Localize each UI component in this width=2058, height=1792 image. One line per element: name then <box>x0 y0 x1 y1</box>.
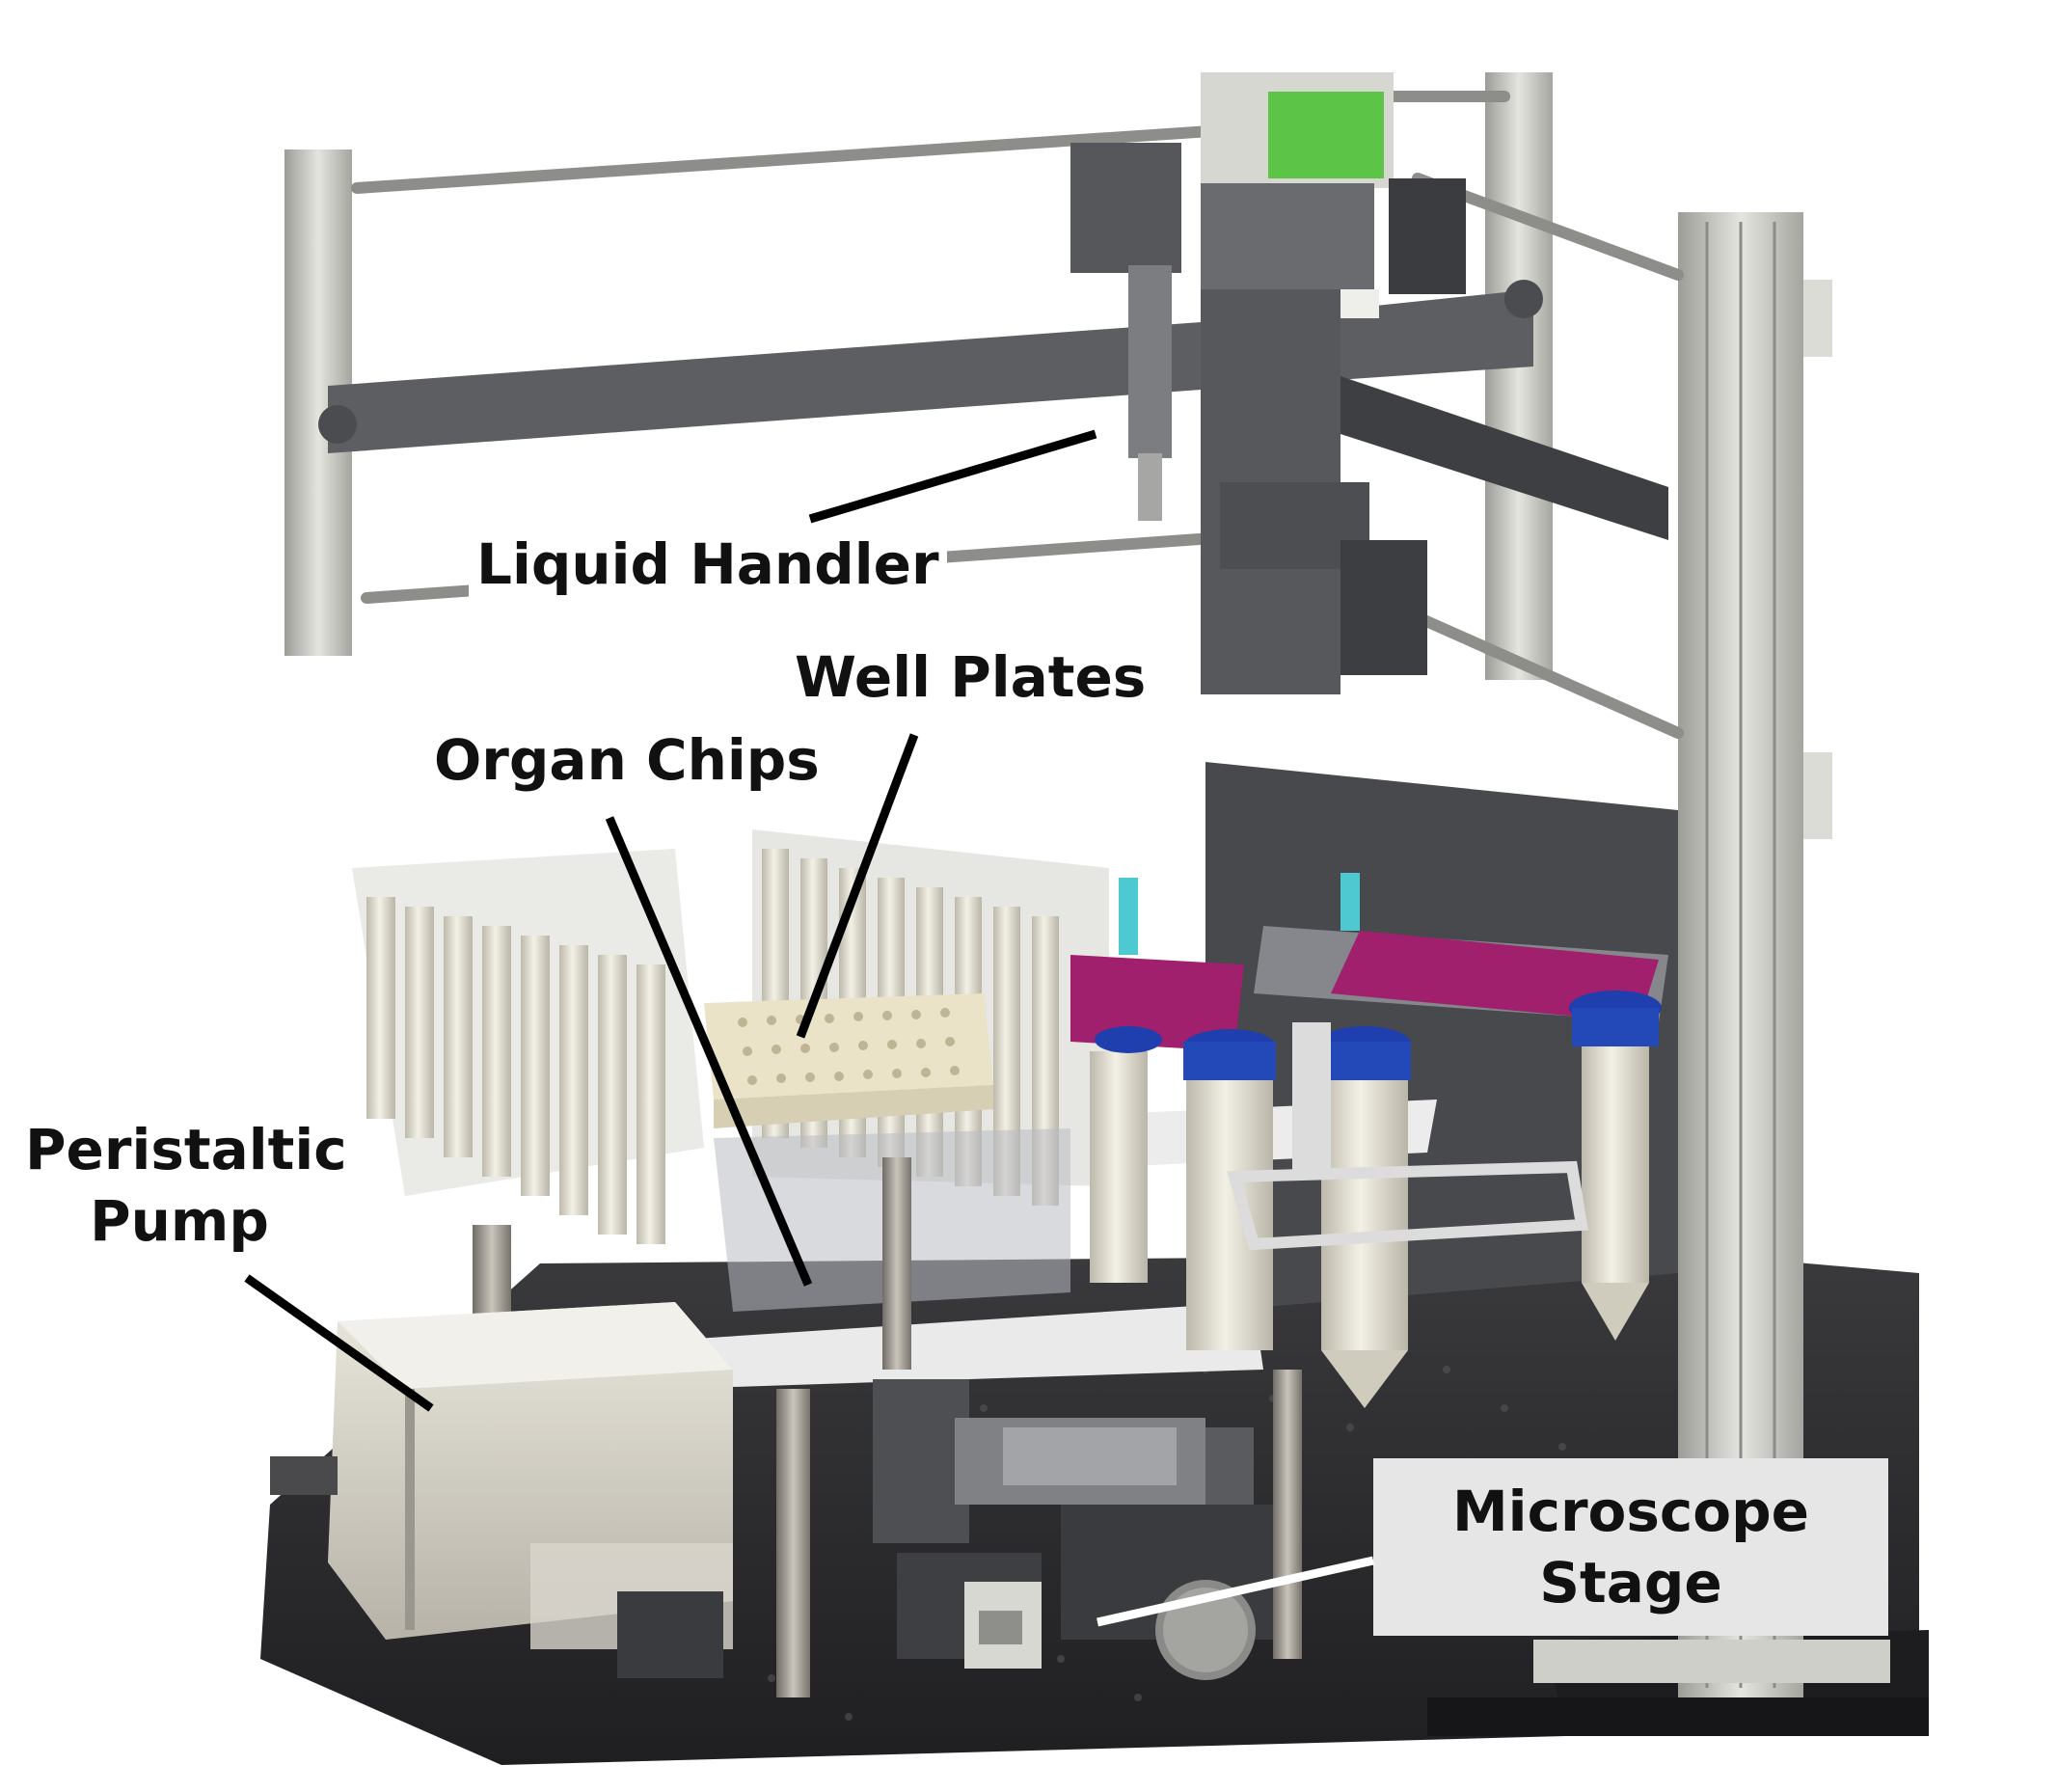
label-microscope-stage: Microscope Stage <box>1373 1476 1888 1618</box>
label-peristaltic-pump: Peristaltic Pump <box>25 1114 347 1257</box>
leader-line-peristaltic-pump <box>244 1274 434 1412</box>
label-peristaltic-pump-line1: Peristaltic <box>25 1117 347 1182</box>
peristaltic-pump <box>270 1302 733 1678</box>
label-organ-chips: Organ Chips <box>434 727 820 793</box>
leader-line-liquid-handler <box>808 429 1097 524</box>
label-microscope-stage-line1: Microscope <box>1451 1479 1810 1544</box>
label-microscope-stage-line2: Stage <box>1539 1550 1722 1616</box>
leader-line-organ-chips <box>605 816 813 1287</box>
rear-deck <box>1205 762 1678 1341</box>
leader-lines <box>244 429 1374 1627</box>
leader-line-well-plates <box>796 733 919 1039</box>
frame-extrusions <box>284 72 1890 1697</box>
microscope-label-panel <box>1373 1458 1888 1636</box>
tube-rack <box>1070 878 1589 1408</box>
label-peristaltic-pump-line2: Pump <box>90 1188 269 1254</box>
label-well-plates: Well Plates <box>795 644 1147 710</box>
label-liquid-handler: Liquid Handler <box>469 529 947 600</box>
leader-line-microscope-stage <box>1097 1556 1374 1627</box>
gantry-bars <box>318 280 1668 540</box>
liquid-handler-head <box>1070 72 1466 694</box>
